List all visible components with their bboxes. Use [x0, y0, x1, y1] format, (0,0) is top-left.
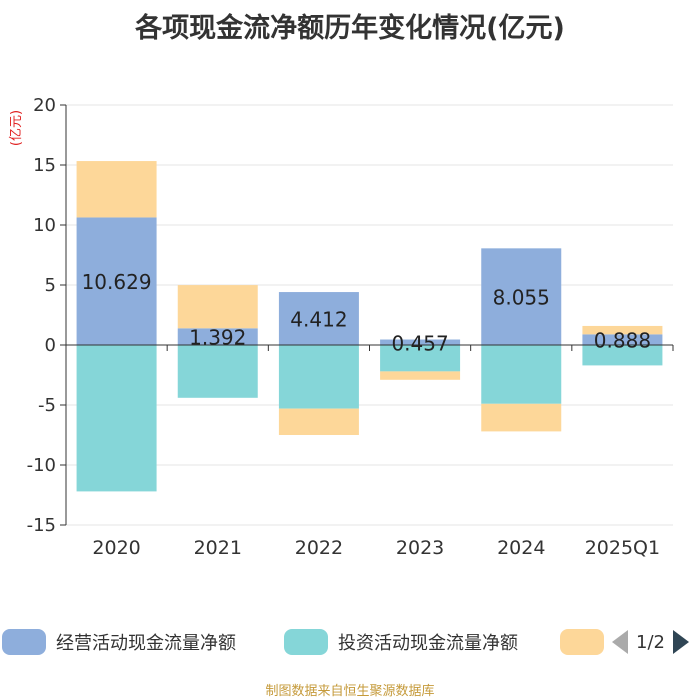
bar-operating: [278, 292, 359, 345]
y-tick-label: 20: [33, 95, 56, 116]
bar-financing: [380, 371, 461, 380]
bar-operating: [76, 217, 157, 345]
y-tick-label: 15: [33, 155, 56, 176]
bar-investing: [278, 345, 359, 409]
legend-page-indicator: 1/2: [636, 631, 665, 653]
legend-item-operating[interactable]: 经营活动现金流量净额: [2, 626, 236, 658]
x-category-label: 2025Q1: [585, 537, 660, 559]
legend-swatch-operating: [2, 629, 46, 655]
x-category-label: 2024: [497, 537, 545, 559]
bar-investing: [481, 345, 562, 404]
bar-financing: [76, 161, 157, 218]
stacked-bar-chart: 20 15 10 5 0 -5 -10 -15 (亿元) 10.629 1.392 4.412 0.45…: [9, 95, 674, 559]
bar-operating: [582, 334, 663, 345]
legend-item-financing[interactable]: [560, 626, 604, 658]
bar-investing: [380, 345, 461, 372]
legend-swatch-investing: [284, 629, 328, 655]
legend-label-investing: 投资活动现金流量净额: [338, 633, 518, 654]
bar-financing: [278, 408, 359, 435]
bar-operating: [481, 248, 562, 345]
y-tick-label: -10: [27, 455, 56, 476]
legend-label-operating: 经营活动现金流量净额: [56, 633, 236, 654]
data-label: 1.392: [189, 326, 246, 350]
bar-financing: [582, 325, 663, 335]
legend: 经营活动现金流量净额 投资活动现金流量净额 1/2: [0, 626, 700, 658]
y-tick-label: 10: [33, 215, 56, 236]
bar-financing: [177, 285, 258, 329]
bar-financing: [481, 403, 562, 432]
y-tick-label: -15: [27, 515, 56, 536]
data-label: 0.457: [391, 331, 448, 355]
x-category-label: 2023: [396, 537, 444, 559]
legend-item-investing[interactable]: 投资活动现金流量净额: [284, 626, 518, 658]
y-tick-label: -5: [38, 395, 56, 416]
legend-next-page-icon[interactable]: [672, 630, 689, 654]
x-category-label: 2022: [295, 537, 343, 559]
legend-prev-page-icon[interactable]: [612, 630, 628, 654]
data-label: 10.629: [82, 270, 152, 294]
bar-operating: [380, 339, 461, 345]
bar-investing: [76, 345, 157, 492]
chart-title: 各项现金流净额历年变化情况(亿元): [135, 13, 565, 44]
y-tick-label: 0: [45, 335, 56, 356]
x-category-label: 2021: [194, 537, 242, 559]
y-axis-label: (亿元): [9, 110, 24, 146]
bar-investing: [177, 345, 258, 398]
data-label: 0.888: [594, 329, 651, 353]
bar-operating: [177, 328, 258, 345]
y-tick-label: 5: [45, 275, 56, 296]
data-label: 4.412: [290, 308, 347, 332]
legend-pager: 1/2: [612, 626, 689, 658]
data-label: 8.055: [493, 286, 550, 310]
x-category-label: 2020: [92, 537, 140, 559]
source-note: 制图数据来自恒生聚源数据库: [265, 684, 435, 699]
legend-swatch-financing: [560, 629, 604, 655]
bar-investing: [582, 345, 663, 366]
